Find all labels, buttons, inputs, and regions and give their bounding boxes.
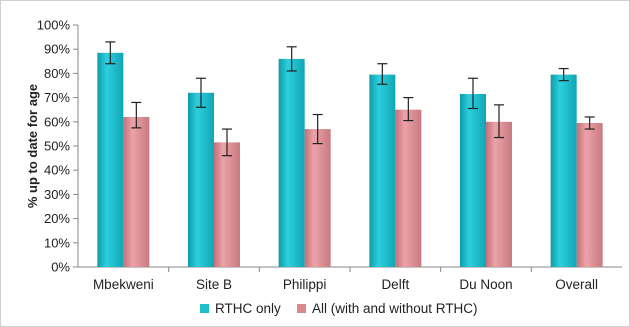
y-tick-label: 80% xyxy=(44,66,70,81)
bar-rthc-only xyxy=(278,58,305,267)
y-axis-title: % up to date for age xyxy=(25,84,40,208)
y-tick-label: 10% xyxy=(44,235,70,250)
x-category-label: Site B xyxy=(196,277,232,292)
bar-rthc-only xyxy=(97,52,124,267)
y-tick-label: 100% xyxy=(37,18,71,33)
x-category-label: Delft xyxy=(381,277,409,292)
bar-rthc-only xyxy=(188,92,214,267)
x-category-label: Mbekweni xyxy=(93,277,154,292)
bar-all xyxy=(395,109,422,267)
legend-label-all: All (with and without RTHC) xyxy=(312,301,478,316)
y-tick-label: 90% xyxy=(44,42,70,57)
bar-rthc-only xyxy=(550,74,577,267)
bar-all xyxy=(486,121,512,267)
x-category-label: Overall xyxy=(555,277,598,292)
y-tick-label: 40% xyxy=(44,163,70,178)
bar-rthc-only xyxy=(460,93,486,267)
bar-all xyxy=(576,123,603,267)
y-tick-label: 70% xyxy=(44,90,70,105)
y-tick-label: 0% xyxy=(51,260,70,275)
legend-swatch-rthc-only xyxy=(200,304,209,313)
bar-all xyxy=(304,129,331,267)
bar-all xyxy=(214,142,240,267)
legend-swatch-all xyxy=(297,304,306,313)
bar-all xyxy=(123,116,150,268)
bar-rthc-only xyxy=(369,74,396,267)
y-tick-label: 50% xyxy=(44,139,70,154)
y-tick-label: 60% xyxy=(44,114,70,129)
x-category-label: Philippi xyxy=(283,277,327,292)
x-category-label: Du Noon xyxy=(459,277,512,292)
y-tick-label: 20% xyxy=(44,211,70,226)
y-tick-label: 30% xyxy=(44,187,70,202)
legend-label-rthc-only: RTHC only xyxy=(215,301,281,316)
